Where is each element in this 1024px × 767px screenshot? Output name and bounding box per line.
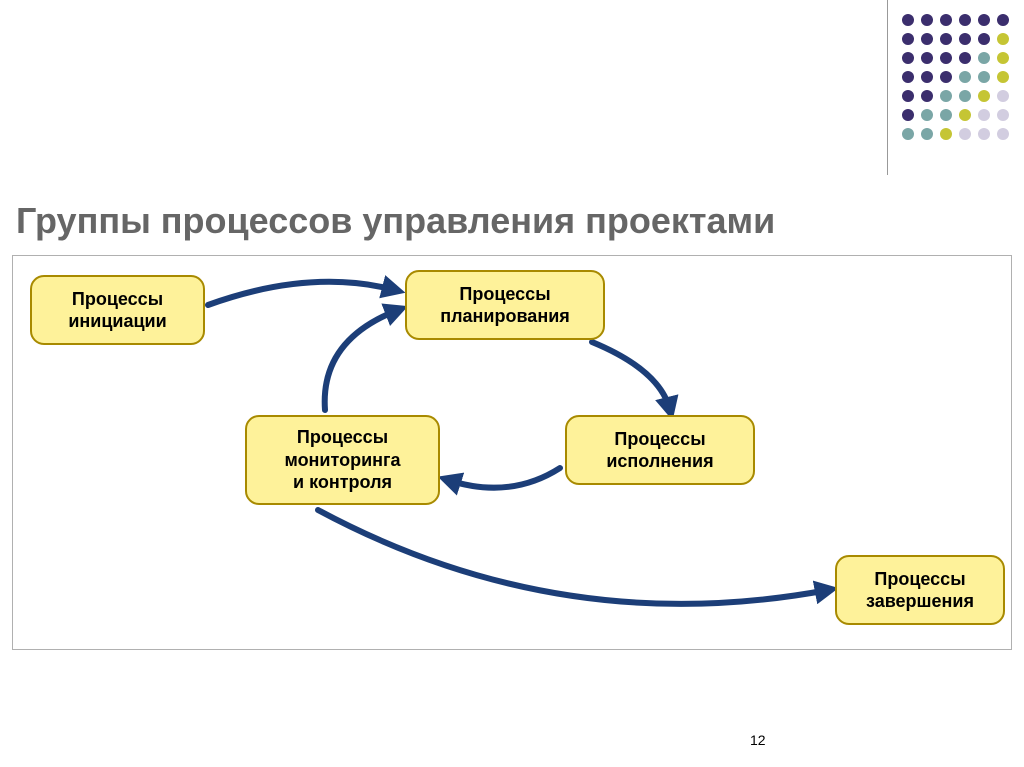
decor-dot — [921, 90, 933, 102]
decor-dot — [940, 14, 952, 26]
decor-dot — [997, 33, 1009, 45]
decor-dot — [978, 90, 990, 102]
page-number: 12 — [750, 732, 766, 748]
decor-dot — [959, 128, 971, 140]
decor-dot — [940, 90, 952, 102]
decor-dot — [902, 128, 914, 140]
decor-dot — [959, 52, 971, 64]
decor-dot — [997, 71, 1009, 83]
decor-dot — [940, 33, 952, 45]
decor-dot — [902, 14, 914, 26]
decor-divider — [887, 0, 888, 175]
page-title: Группы процессов управления проектами — [16, 200, 775, 242]
decor-dot — [921, 71, 933, 83]
decor-dot — [959, 90, 971, 102]
node-plan: Процессы планирования — [405, 270, 605, 340]
decor-dot — [997, 52, 1009, 64]
decor-dot — [921, 109, 933, 121]
node-monitor: Процессы мониторинга и контроля — [245, 415, 440, 505]
decor-dot — [902, 71, 914, 83]
decor-dot — [997, 90, 1009, 102]
decor-dot — [959, 71, 971, 83]
decor-dot — [978, 128, 990, 140]
decor-dot — [940, 109, 952, 121]
decor-dot — [959, 14, 971, 26]
decor-dot — [921, 52, 933, 64]
decor-dot — [978, 52, 990, 64]
decor-dot — [902, 33, 914, 45]
decor-dot — [940, 128, 952, 140]
decor-dot — [921, 128, 933, 140]
decor-dot-grid — [900, 12, 1014, 145]
node-close: Процессы завершения — [835, 555, 1005, 625]
decor-dot — [959, 109, 971, 121]
decor-dot — [921, 14, 933, 26]
decor-dot — [940, 71, 952, 83]
decor-dot — [997, 128, 1009, 140]
decor-dot — [978, 71, 990, 83]
decor-dot — [978, 14, 990, 26]
decor-dot — [902, 52, 914, 64]
decor-dot — [978, 33, 990, 45]
decor-dot — [921, 33, 933, 45]
node-init: Процессы инициации — [30, 275, 205, 345]
node-exec: Процессы исполнения — [565, 415, 755, 485]
decor-dot — [940, 52, 952, 64]
decor-dot — [902, 90, 914, 102]
decor-dot — [902, 109, 914, 121]
decor-dot — [997, 109, 1009, 121]
decor-dot — [978, 109, 990, 121]
decor-dot — [959, 33, 971, 45]
decor-dot — [997, 14, 1009, 26]
